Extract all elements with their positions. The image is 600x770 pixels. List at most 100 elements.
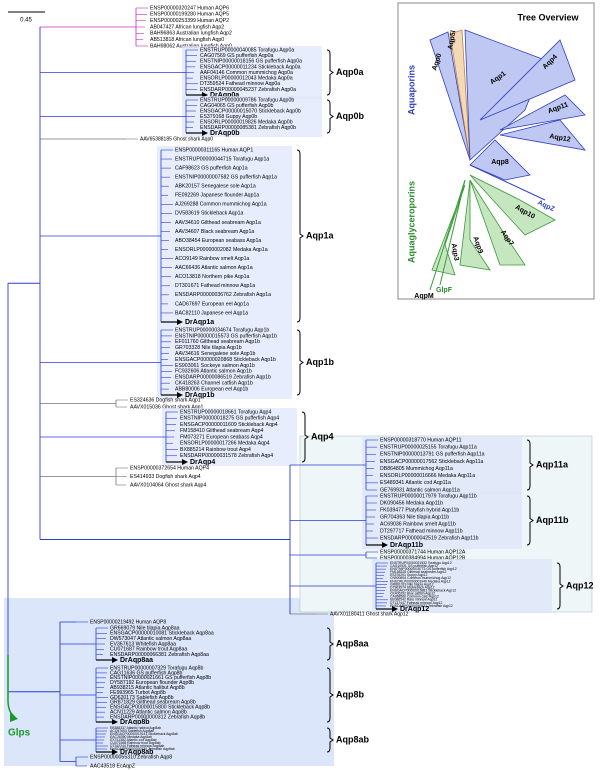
leaf-label: ENSTNIP00000015573 GS pufferfish Aqp1b [175, 333, 277, 339]
glpf-branch [439, 179, 466, 286]
leaf-label: GR703328 Nile tilapia Aqp1b [175, 345, 242, 351]
inset-group-label: AqpM [414, 293, 434, 300]
leaf-label: DT301671 Fathead minnow Aqp1a [175, 283, 255, 289]
leaf-label: AAV34610 Gilthead seabream Aqp1a [175, 220, 261, 226]
leaf-label: AAV34616 Senegalese sole Aqp1b [175, 351, 255, 357]
leaf-label: ENSORLP00000016666 Medaka Aqp11a [380, 473, 475, 479]
leaf-label: CU071687 Rainbow trout Aqp8aa [110, 647, 187, 653]
clade-shade [162, 408, 297, 466]
leaf-label: ABO38454 European seabass Aqp1a [175, 238, 261, 244]
leaf-label: AAV65388185 Ghost shark Aqp0 [140, 136, 213, 142]
leaf-label: AJ269288 Common mummichog Aqp1a [175, 202, 267, 208]
leaf-label: ENSORLP00000017266 Medaka Aqp4 [180, 441, 270, 447]
leaf-label: AAVX015036 Ghost shark Aqp1 [130, 404, 204, 410]
leaf-label: ENSTRUP00000034674 Torafugu Aqp1b [175, 327, 269, 333]
clade-label: Aqp12 [566, 580, 594, 590]
leaf-label: CAG04065 GS pufferfish Aqp0b [200, 103, 274, 109]
leaf-label: DT137447 Fathead minnow Aqp12 [390, 601, 443, 605]
leaf-label: AB047427 African lungfish Aqp2 [150, 24, 224, 30]
highlight-label: DrAqp1a [185, 319, 214, 326]
leaf-label: ENSGACP00000016881 Stickleback Aqp12 [390, 588, 456, 592]
leaf-label: ENSGACP00000015070 Stickleback Aqp0b [200, 108, 301, 114]
clade-shade [92, 624, 322, 664]
aqpz-branch [469, 164, 546, 201]
clade-bracket [326, 99, 334, 134]
leaf-label: ENSDARP00000063532 Zebrafish Aqp12 [390, 604, 453, 608]
aquaglyceroporins-label: Aquaglyceroporins [406, 181, 416, 263]
leaf-label: ENSP00000371744 Human AQP12A [380, 549, 466, 555]
leaf-label: ENSTRUP00000025155 Torafugu Aqp11a [380, 445, 477, 451]
glps-label: Glps [8, 728, 31, 739]
wedge [479, 39, 576, 121]
leaf-label: ENSDARP00000085381 Zebrafish Aqp0b [200, 125, 296, 131]
leaf-label: AC69036 Rainbow smelt Aqp11b [380, 521, 456, 527]
clade-label: Aqp1b [306, 357, 335, 367]
leaf-label: ENSP00000055310 Zebrafish Aqp8 [90, 754, 172, 760]
highlight-label: DrAqp11b [390, 542, 423, 549]
clade-label: Aqp1a [306, 230, 335, 240]
inset-group-label: Aqp8 [491, 159, 509, 166]
leaf-label: DT342244 Fathead minnow Aqp8ab [110, 744, 164, 748]
leaf-label: FM158410 Gilthead seabream Aqp4 [180, 428, 263, 434]
wedge [469, 174, 556, 236]
leaf-label: ENSTRUP00000021532 Torafugu Aqp12 [390, 561, 452, 565]
leaf-label: ENSGACP00000011609 Stickleback Aqp4 [180, 422, 278, 428]
leaf-label: ENSP00000253399 Human AQP2 [150, 18, 229, 24]
wedge [449, 29, 471, 161]
leaf-label: ACO13818 Northern pike Aqp1a [175, 274, 250, 280]
leaf-label: ES414933 Dogfish shark Aqp4 [130, 474, 201, 480]
leaf-label: EV367613 Whitefish Aqp8aa [110, 641, 176, 647]
inset-group-label: Aqp12 [549, 133, 571, 144]
leaf-label: ENSGACP00000010081 Stickleback Aqp8aa [110, 631, 214, 637]
clade-label: Aqp8aa [336, 638, 370, 648]
inset-group-label: Aqp5l [447, 30, 457, 50]
highlight-label: DrAqp8ab [120, 749, 153, 756]
highlight-arrow [182, 459, 188, 465]
leaf-label: ES324636 Dogfish shark Aqp1 [130, 397, 201, 403]
leaf-label: ENSDARP00000036762 Zebrafish Aqp1a [175, 292, 271, 298]
highlight-arrow [177, 319, 183, 325]
aqpm-branch [429, 179, 466, 291]
clade-bracket [526, 439, 534, 491]
clade-label: Aqp11b [536, 515, 569, 525]
leaf-label: EF011760 Gilthead seabream Aqp1b [175, 339, 260, 345]
leaf-label: ENSDARP00000000312 Zebrafish Aqp8b [110, 714, 205, 720]
clade-label: Aqp8b [336, 689, 365, 699]
leaf-label: DT297717 Fathead minnow Aqp11b [380, 528, 463, 534]
leaf-label: ENSTRUP00000007329 Torafugu Aqp8b [110, 665, 204, 671]
leaf-label: CN900894 Common mummichog Aqp12 [390, 576, 451, 580]
leaf-label: BAC82110 Japanese eel Aqp1a [175, 310, 248, 316]
leaf-label: GR704363 Nile tilapia Aqp11b [380, 514, 449, 520]
highlight-label: DrAqp8aa [120, 657, 153, 664]
leaf-label: ENSP00000311165 Human AQP1 [175, 147, 253, 153]
leaf-label: ENSTRUP00000040085 Torafugu Aqp0a [200, 47, 294, 53]
leaf-label: ACN11229 Atlantic salmon Aqp8b [110, 710, 187, 716]
wedge [459, 179, 491, 271]
leaf-label: ENSP00000384994 Human AQP12B [380, 555, 466, 561]
leaf-label: GR861019 Nile tilapia Aqp12 [390, 582, 434, 586]
leaf-label: ABB80006 European eel Aqp1b [175, 386, 248, 392]
leaf-label: ENSDARP00000086519 Zebrafish Aqp1b [175, 375, 271, 381]
leaf-label: ENSP00000372654 Human AQP4 [130, 465, 209, 471]
highlight-label: DrAqp8b [120, 719, 150, 726]
aquaporins-label: Aquaporins [406, 65, 416, 115]
leaf-label: CA968566 Common carp Aqp12 [390, 595, 439, 599]
leaf-label: ES903061 Sockeye salmon Aqp1b [175, 363, 255, 369]
wedge [469, 139, 531, 181]
highlight-arrow [112, 719, 118, 725]
clade-label: Aqp8ab [336, 734, 370, 744]
leaf-label: FM073271 European seabass Aqp4 [180, 434, 263, 440]
leaf-label: ENSGACP00000020868 Stickleback Aqp1b [175, 357, 276, 363]
leaf-label: DY587192 European flounder Aqp8b [110, 680, 194, 686]
leaf-label: CAG07569 GS pufferfish Aqp0a [200, 53, 274, 59]
wedge [499, 119, 587, 151]
clade-shade [182, 96, 322, 137]
clade-bracket [526, 495, 534, 546]
highlight-arrow [392, 606, 398, 612]
highlight-label: DrAqp0b [210, 130, 240, 137]
leaf-label: ENSP00000320247 Human AQP6 [150, 5, 229, 11]
leaf-label: CU071568 Rainbow trout Aqp8ab [110, 741, 161, 745]
leaf-label: AAV34607 Black seabream Aqp1a [175, 229, 254, 235]
leaf-label: FE092269 Japanese flounder Aqp1a [175, 193, 259, 199]
